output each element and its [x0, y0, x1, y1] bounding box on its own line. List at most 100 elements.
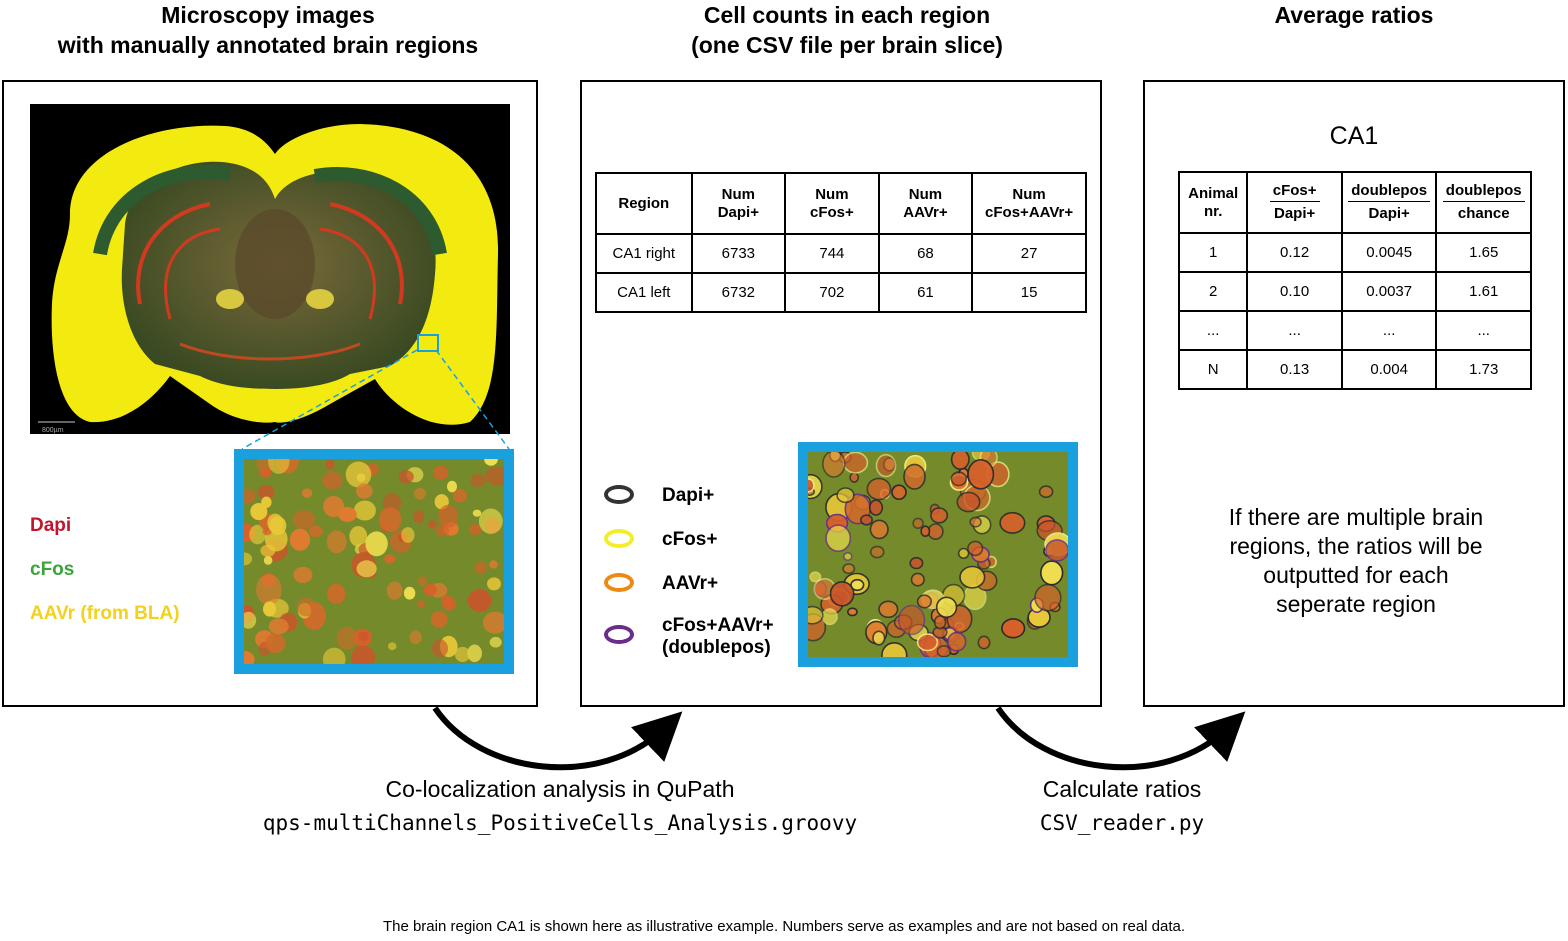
cell-blob: [327, 583, 346, 604]
cell-dapi: 6733: [690, 233, 787, 274]
cell-blob: [936, 645, 952, 657]
cell-blob: [866, 477, 892, 501]
cell-blob: [891, 484, 907, 501]
cell-blob: [909, 556, 924, 570]
cell-blob: [325, 459, 335, 470]
cell-blob: [933, 615, 947, 630]
cell-blob: [912, 517, 924, 530]
cell-blob: [829, 581, 855, 607]
arrow-step1-icon: [432, 706, 683, 771]
cell-blob: [351, 645, 376, 664]
cell-blob: [365, 531, 388, 557]
cell-aavr: 68: [877, 233, 974, 274]
ratio-table: Animal nr. cFos+ Dapi+ doublepos Dapi+ doub…: [1177, 171, 1532, 390]
cell-blob: [910, 572, 925, 587]
cell-aavr: 61: [877, 272, 974, 313]
cell-blob: [869, 545, 885, 559]
legend-label-aavr: AAVr+: [662, 573, 719, 594]
cell-blob: [322, 647, 346, 664]
header-doublepos-chance: doublepos chance: [1435, 171, 1532, 234]
cell-blob: [292, 510, 315, 530]
cell-chance-ratio: 1.65: [1435, 232, 1532, 273]
cell-blob: [809, 571, 822, 583]
cell-blob: [872, 630, 886, 646]
cell-blob: [875, 453, 897, 478]
legend-label-dapi: Dapi+: [662, 485, 715, 506]
cell-blob: [257, 484, 275, 500]
cell-blob: [267, 513, 284, 532]
cell-blob: [388, 642, 397, 651]
table-row: CA1 right 6733 744 68 27: [595, 233, 1087, 274]
cell-blob: [244, 488, 256, 505]
cell-blob: [244, 651, 255, 664]
zoom-microscopy-cells: [244, 459, 504, 664]
cell-blob: [916, 633, 939, 652]
cell-blob: [384, 554, 396, 564]
cell-blob: [920, 525, 931, 537]
cell-blob: [478, 508, 503, 534]
cell-cfos-ratio: ...: [1246, 310, 1343, 351]
cell-blob: [293, 566, 313, 583]
table-row: 2 0.10 0.0037 1.61: [1177, 271, 1532, 312]
cell-blob: [957, 547, 970, 560]
cell-blob: [916, 594, 932, 609]
cell-animal: N: [1177, 349, 1249, 390]
cell-blob: [259, 467, 272, 479]
ratio-header-row: Animal nr. cFos+ Dapi+ doublepos Dapi+ doub…: [1177, 171, 1532, 234]
cell-blob: [868, 499, 884, 516]
scale-bar-label: 800µm: [42, 427, 64, 434]
zoom-annotated-cells: [808, 452, 1068, 657]
region-title: CA1: [1329, 122, 1379, 150]
cell-blob: [433, 465, 449, 480]
cell-blob: [869, 519, 889, 540]
panel-average-ratios: CA1 Animal nr. cFos+ Dapi+ doublepos Dapi+ …: [1143, 80, 1565, 707]
cell-blob: [472, 509, 482, 517]
legend-ring-doublepos: [604, 625, 634, 644]
legend-cfos: cFos: [30, 559, 75, 580]
cell-blob: [930, 507, 949, 524]
cell-chance-ratio: 1.73: [1435, 349, 1532, 390]
cell-blob: [836, 487, 855, 504]
legend-dapi: Dapi: [30, 515, 72, 536]
cell-blob: [378, 507, 402, 532]
cell-blob: [268, 618, 289, 635]
cell-blob: [428, 520, 437, 529]
cell-blob: [967, 458, 995, 490]
cell-blob: [467, 589, 492, 612]
cell-doublepos-ratio: 0.0037: [1340, 271, 1438, 312]
cell-blob: [1045, 539, 1068, 562]
header-animal-nr: Animal nr.: [1177, 171, 1249, 234]
cell-blob: [1038, 485, 1054, 499]
title-cell-counts-line1: Cell counts in each region: [703, 2, 991, 28]
cell-blob: [338, 507, 357, 522]
legend-ring-aavr: [604, 573, 634, 592]
cell-cfos: 702: [784, 272, 880, 313]
cell-blob: [446, 480, 458, 493]
cell-blob: [353, 500, 376, 521]
cell-cfos: 744: [784, 233, 880, 274]
cell-blob: [244, 552, 253, 566]
cell-blob: [296, 597, 317, 617]
header-cfos-dapi: cFos+ Dapi+: [1246, 171, 1343, 234]
cell-blob: [468, 524, 482, 536]
cell-blob: [859, 514, 873, 526]
zoom-region-marker: [417, 334, 439, 352]
cell-blob: [467, 644, 482, 663]
cell-blob: [418, 576, 427, 586]
cell-blob: [398, 470, 414, 484]
legend-aavr: AAVr (from BLA): [30, 603, 180, 624]
zoom-image-microscopy: [234, 449, 514, 674]
cell-region: CA1 left: [595, 272, 693, 313]
cell-blob: [999, 511, 1026, 534]
cell-blob: [265, 633, 286, 654]
legend-ring-cfos: [604, 529, 634, 548]
cell-blob: [903, 463, 926, 490]
cell-blob: [881, 642, 908, 657]
cell-animal: 2: [1177, 271, 1249, 312]
header-region: Region: [595, 172, 693, 235]
cell-count-table: Region Num Dapi+ Num cFos+ Num AAVr+ Num cFo…: [595, 172, 1087, 313]
cell-blob: [808, 605, 824, 625]
cell-blob: [356, 560, 377, 578]
cell-blob: [308, 525, 323, 538]
